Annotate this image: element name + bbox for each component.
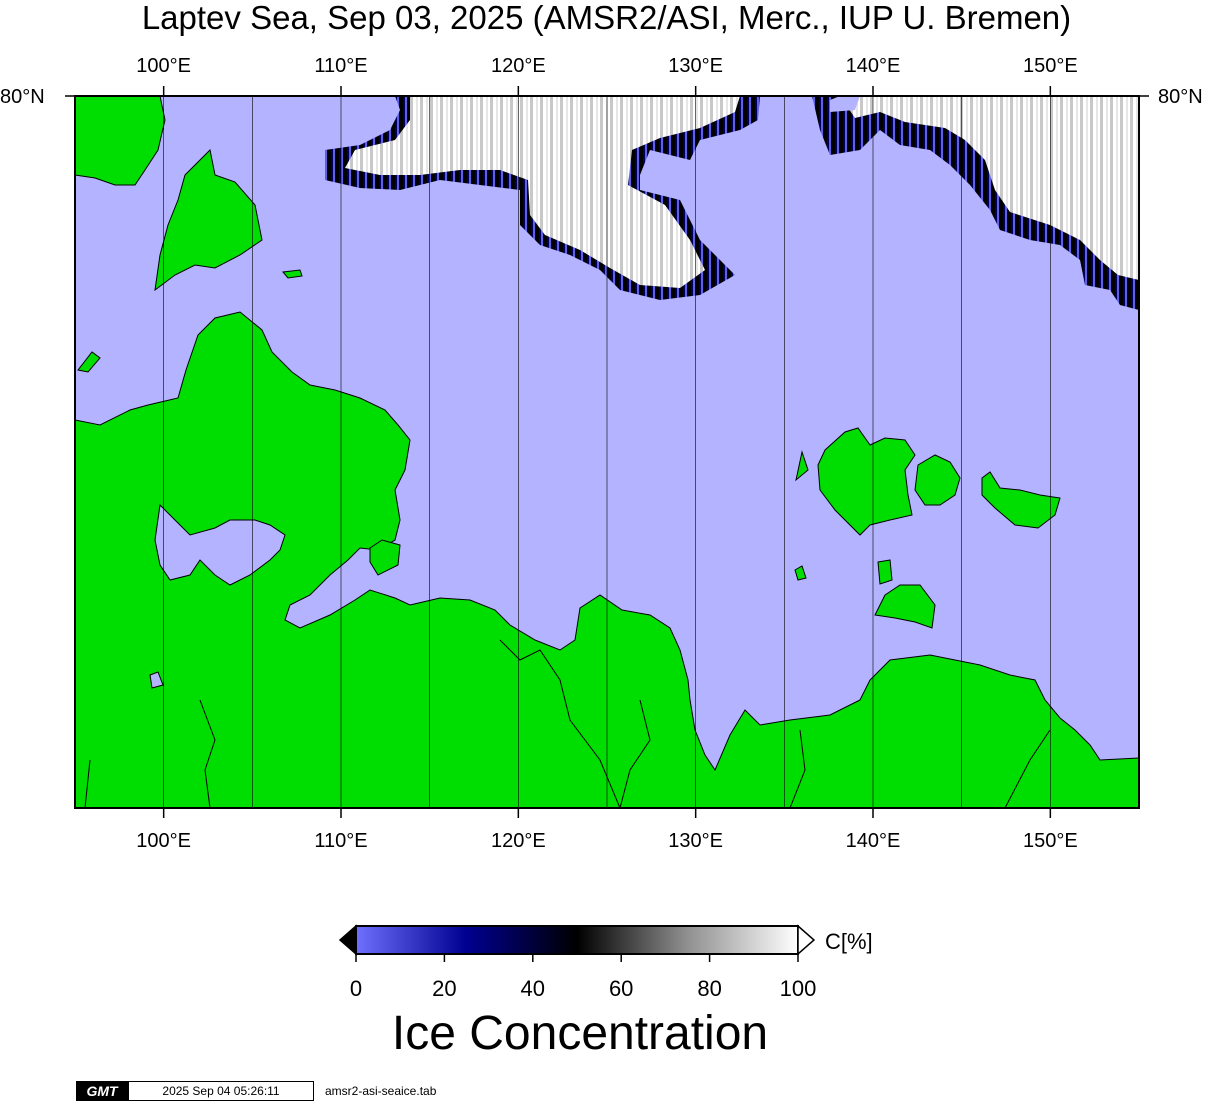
lon-label-120-top: 120°E <box>490 55 546 77</box>
page-title: Laptev Sea, Sep 03, 2025 (AMSR2/ASI, Mer… <box>141 0 1072 36</box>
lon-label-130-bottom: 130°E <box>668 830 724 852</box>
colorbar-low-triangle <box>338 924 357 956</box>
lat-label-left: 80°N <box>0 86 45 108</box>
lon-label-150-top: 150°E <box>1022 55 1078 77</box>
colorbar-high-triangle <box>797 924 816 956</box>
small-island-2 <box>77 351 101 373</box>
lon-label-110-top: 110°E <box>314 55 368 77</box>
colorbar-label-100: 100 <box>779 976 817 1001</box>
lon-label-150-bottom: 150°E <box>1022 830 1078 852</box>
colorbar-label-40: 40 <box>520 976 546 1001</box>
gmt-timestamp: 2025 Sep 04 05:26:11 <box>128 1081 314 1101</box>
lon-label-140-bottom: 140°E <box>845 830 901 852</box>
colorbar-ramp <box>355 925 799 955</box>
colorbar-label-60: 60 <box>608 976 634 1001</box>
colorbar-label-80: 80 <box>697 976 722 1001</box>
colorbar-label-20: 20 <box>432 976 457 1001</box>
coastal-inlet <box>149 671 164 689</box>
sea-ice-central <box>325 96 760 300</box>
gmt-logo: GMT <box>76 1081 128 1101</box>
small-island-1 <box>282 269 303 279</box>
bolshevik-island <box>154 148 263 292</box>
tick-marks <box>162 86 1052 818</box>
kotelny-island <box>817 427 916 536</box>
bolshoy-lyakhovsky-island <box>874 584 936 629</box>
graticule <box>163 96 1051 808</box>
small-island-3 <box>369 539 401 576</box>
colorbar <box>338 924 816 962</box>
small-island-4 <box>794 565 807 581</box>
colorbar-unit: C[%] <box>825 929 873 954</box>
stolbovoy-island <box>877 559 893 585</box>
lon-label-130-top: 130°E <box>668 55 724 77</box>
rivers <box>84 639 1051 808</box>
sea-ice-east <box>812 96 1139 310</box>
lat-label-right: 80°N <box>1158 86 1203 108</box>
colorbar-title: Ice Concentration <box>391 1007 769 1060</box>
lon-label-100-bottom: 100°E <box>136 830 192 852</box>
belkovsky-island <box>795 450 809 482</box>
faddeyevsky-island <box>914 454 961 506</box>
colorbar-label-0: 0 <box>349 976 363 1001</box>
lon-label-110-bottom: 110°E <box>314 830 368 852</box>
lon-label-140-top: 140°E <box>845 55 901 77</box>
source-file-label: amsr2-asi-seaice.tab <box>325 1084 437 1098</box>
lon-label-120-bottom: 120°E <box>490 830 546 852</box>
lon-label-100-top: 100°E <box>136 55 192 77</box>
map-frame <box>74 95 1140 809</box>
new-siberia-island <box>981 471 1061 529</box>
severnaya-zemlya-island <box>75 96 166 186</box>
